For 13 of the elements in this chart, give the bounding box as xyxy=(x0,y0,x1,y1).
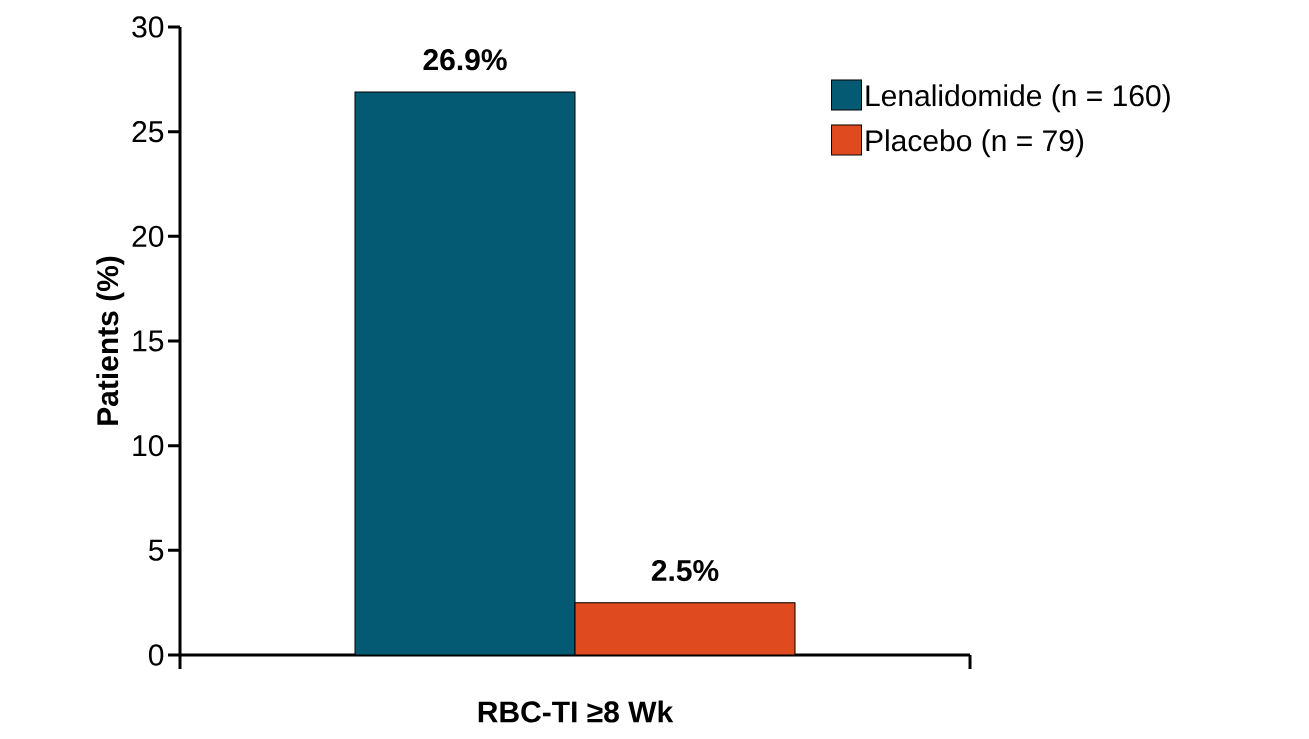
data-label: 26.9% xyxy=(423,49,507,71)
legend-label: Lenalidomide (n = 160) xyxy=(866,84,1170,113)
y-tick-label: 25 xyxy=(132,121,164,143)
y-tick-label: 5 xyxy=(148,539,164,561)
legend-label: Placebo (n = 79) xyxy=(866,129,1084,158)
x-tick-label: RBC-TI ≥8 Wk xyxy=(478,700,674,723)
y-tick-label: 20 xyxy=(132,225,164,247)
data-label: 2.5% xyxy=(651,559,719,582)
y-axis-title: Patients (%) xyxy=(96,256,125,425)
y-tick-label: 30 xyxy=(132,16,164,38)
y-tick-label: 10 xyxy=(133,435,164,457)
y-tick-label: 15 xyxy=(133,330,164,352)
y-tick-label: 0 xyxy=(148,644,164,666)
